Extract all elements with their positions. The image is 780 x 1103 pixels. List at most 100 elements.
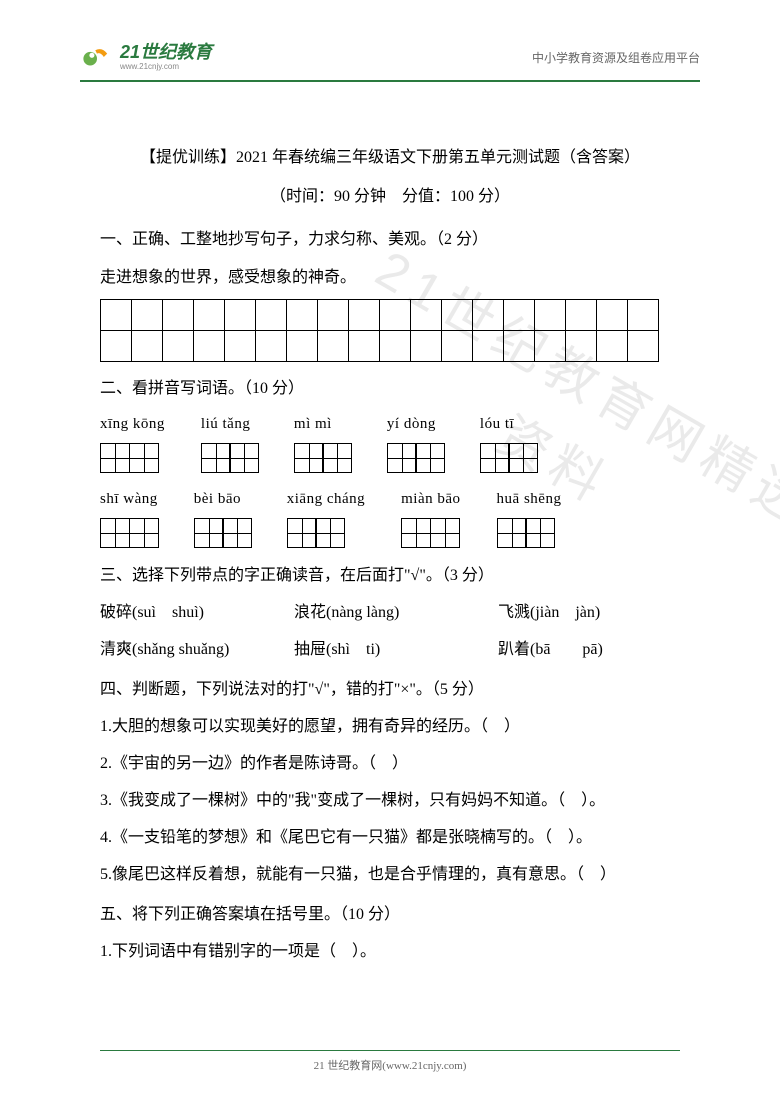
grid-row <box>100 299 680 330</box>
pinyin-item: miàn bāo <box>401 483 460 548</box>
logo: 21世纪教育 www.21cnjy.com <box>80 40 212 74</box>
pinyin-item: xiāng cháng <box>287 483 365 548</box>
q3-2c: 趴着(bā pā) <box>498 641 603 658</box>
grid-cell <box>131 299 163 331</box>
page-footer: 21 世纪教育网(www.21cnjy.com) <box>0 1050 780 1073</box>
q3-2b: 抽屉(shì ti) <box>294 632 494 667</box>
grid-cell <box>503 299 535 331</box>
pinyin-label: bèi bāo <box>194 483 241 516</box>
pinyin-label: yí dòng <box>387 408 436 441</box>
tian-cell <box>100 518 130 548</box>
grid-cell <box>286 330 318 362</box>
pinyin-label: huā shēng <box>497 483 562 516</box>
tian-cell <box>294 443 324 473</box>
header-right-text: 中小学教育资源及组卷应用平台 <box>532 49 700 66</box>
tian-cell <box>387 443 417 473</box>
section4-q3: 3.《我变成了一棵树》中的"我"变成了一棵树，只有妈妈不知道。（ ）。 <box>100 783 680 818</box>
grid-cell <box>596 330 628 362</box>
tian-box <box>100 443 157 473</box>
grid-cell <box>379 330 411 362</box>
pinyin-item: mì mì <box>294 408 351 473</box>
logo-main-text: 21世纪教育 <box>120 43 212 63</box>
pinyin-row-1: xīng kōng liú tǎng mì mì yí dòng lóu tī <box>100 408 680 473</box>
page-subtitle: （时间：90 分钟 分值：100 分） <box>100 179 680 214</box>
grid-cell <box>255 299 287 331</box>
grid-cell <box>472 330 504 362</box>
grid-cell <box>100 299 132 331</box>
grid-cell <box>286 299 318 331</box>
section3-line1: 破碎(suì shuì) 浪花(nàng làng) 飞溅(jiàn jàn) <box>100 595 680 630</box>
tian-cell <box>129 518 159 548</box>
footer-text: 21 世纪教育网(www.21cnjy.com) <box>314 1060 467 1072</box>
pinyin-item: xīng kōng <box>100 408 165 473</box>
section4-q1: 1.大胆的想象可以实现美好的愿望，拥有奇异的经历。（ ） <box>100 709 680 744</box>
q3-1b: 浪花(nàng làng) <box>294 595 494 630</box>
main-content: 【提优训练】2021 年春统编三年级语文下册第五单元测试题（含答案） （时间：9… <box>100 140 680 973</box>
section1-sentence: 走进想象的世界，感受想象的神奇。 <box>100 260 680 295</box>
grid-cell <box>441 299 473 331</box>
grid-cell <box>348 330 380 362</box>
tian-box <box>287 518 344 548</box>
section5-heading: 五、将下列正确答案填在括号里。（10 分） <box>100 897 680 932</box>
grid-cell <box>224 299 256 331</box>
tian-cell <box>100 443 130 473</box>
section1-heading: 一、正确、工整地抄写句子，力求匀称、美观。（2 分） <box>100 222 680 257</box>
logo-text: 21世纪教育 www.21cnjy.com <box>120 43 212 72</box>
grid-cell <box>627 299 659 331</box>
grid-cell <box>565 330 597 362</box>
tian-cell <box>497 518 527 548</box>
pinyin-item: huā shēng <box>497 483 562 548</box>
tian-box <box>480 443 537 473</box>
tian-box <box>194 518 251 548</box>
tian-cell <box>480 443 510 473</box>
tian-box <box>387 443 444 473</box>
tian-box <box>201 443 258 473</box>
tian-cell <box>415 443 445 473</box>
pinyin-label: liú tǎng <box>201 408 250 441</box>
q3-1a: 破碎(suì shuì) <box>100 595 290 630</box>
section4-q2: 2.《宇宙的另一边》的作者是陈诗哥。（ ） <box>100 746 680 781</box>
page-header: 21世纪教育 www.21cnjy.com 中小学教育资源及组卷应用平台 <box>80 40 700 74</box>
pinyin-item: liú tǎng <box>201 408 258 473</box>
section-1: 一、正确、工整地抄写句子，力求匀称、美观。（2 分） 走进想象的世界，感受想象的… <box>100 222 680 360</box>
pinyin-item: shī wàng <box>100 483 158 548</box>
pinyin-label: xīng kōng <box>100 408 165 441</box>
section5-q1: 1.下列词语中有错别字的一项是（ ）。 <box>100 934 680 969</box>
grid-cell <box>503 330 535 362</box>
section-4: 四、判断题，下列说法对的打"√"，错的打"×"。（5 分） 1.大胆的想象可以实… <box>100 672 680 893</box>
grid-row <box>100 330 680 361</box>
q3-2a: 清爽(shǎng shuǎng) <box>100 632 290 667</box>
logo-sub-text: www.21cnjy.com <box>120 63 212 72</box>
tian-cell <box>201 443 231 473</box>
section2-heading: 二、看拼音写词语。（10 分） <box>100 371 680 406</box>
tian-cell <box>129 443 159 473</box>
section-2: 二、看拼音写词语。（10 分） xīng kōng liú tǎng mì mì… <box>100 371 680 548</box>
tian-box <box>497 518 554 548</box>
grid-cell <box>534 330 566 362</box>
grid-cell <box>379 299 411 331</box>
tian-cell <box>287 518 317 548</box>
grid-cell <box>193 299 225 331</box>
grid-cell <box>472 299 504 331</box>
grid-cell <box>627 330 659 362</box>
grid-cell <box>193 330 225 362</box>
section4-q5: 5.像尾巴这样反着想，就能有一只猫，也是合乎情理的，真有意思。（ ） <box>100 857 680 892</box>
section3-heading: 三、选择下列带点的字正确读音，在后面打"√"。（3 分） <box>100 558 680 593</box>
grid-cell <box>131 330 163 362</box>
section-3: 三、选择下列带点的字正确读音，在后面打"√"。（3 分） 破碎(suì shuì… <box>100 558 680 668</box>
tian-cell <box>222 518 252 548</box>
grid-cell <box>441 330 473 362</box>
section3-line2: 清爽(shǎng shuǎng) 抽屉(shì ti) 趴着(bā pā) <box>100 632 680 667</box>
grid-cell <box>317 299 349 331</box>
logo-icon <box>80 40 114 74</box>
writing-grid <box>100 299 680 361</box>
grid-cell <box>255 330 287 362</box>
tian-box <box>100 518 157 548</box>
grid-cell <box>162 330 194 362</box>
grid-cell <box>410 330 442 362</box>
grid-cell <box>317 330 349 362</box>
grid-cell <box>100 330 132 362</box>
tian-cell <box>194 518 224 548</box>
section4-q4: 4.《一支铅笔的梦想》和《尾巴它有一只猫》都是张晓楠写的。（ ）。 <box>100 820 680 855</box>
pinyin-label: lóu tī <box>480 408 514 441</box>
